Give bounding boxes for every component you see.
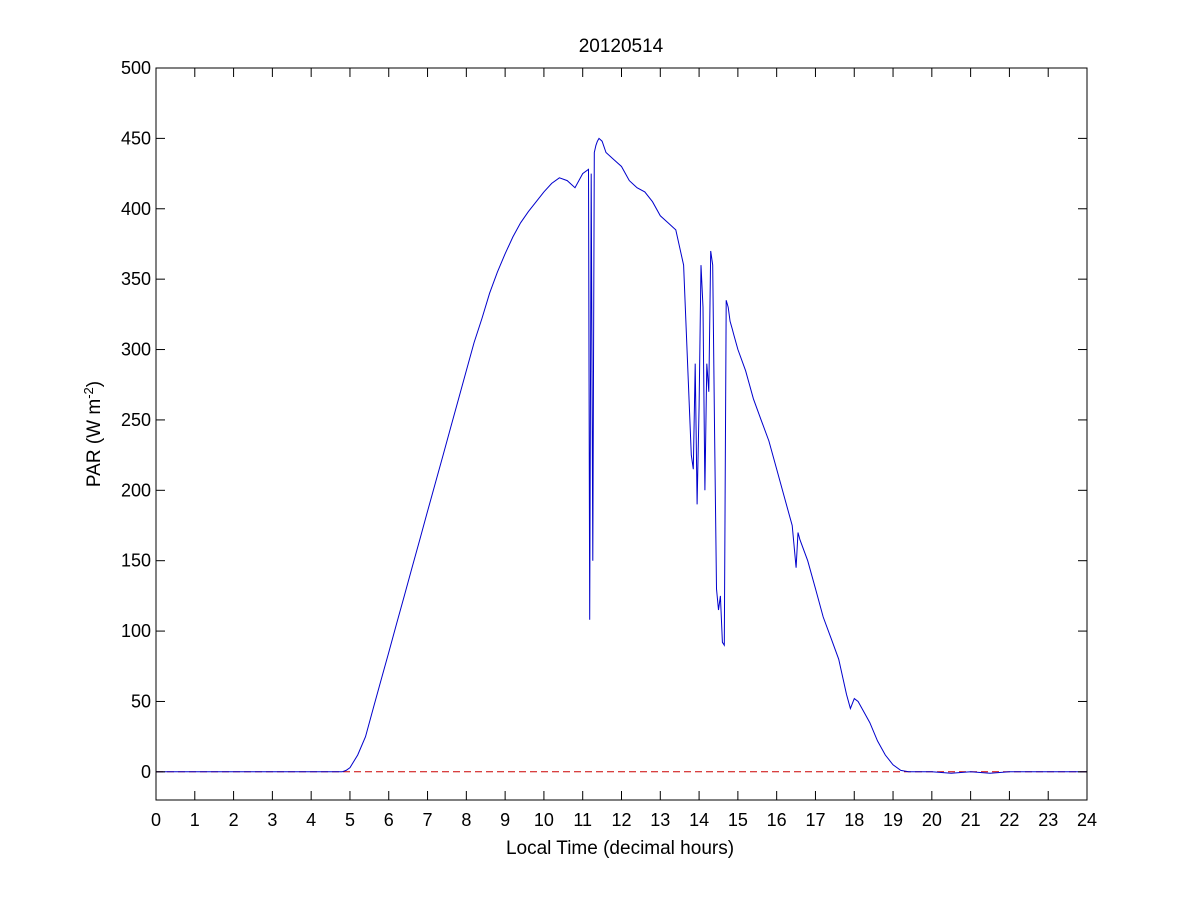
x-tick-label: 21	[961, 810, 981, 830]
y-tick-label: 100	[121, 621, 151, 641]
x-tick-labels: 0 1 2 3 4 5 6 7 8 9 10 11 12 13 14 15 16 17 18 19 20 21 22 23 24	[151, 810, 1097, 830]
x-tick-label: 4	[306, 810, 316, 830]
y-tick-label: 450	[121, 128, 151, 148]
plot-area	[156, 68, 1087, 800]
x-tick-label: 13	[650, 810, 670, 830]
x-tick-label: 6	[384, 810, 394, 830]
x-tick-label: 3	[267, 810, 277, 830]
y-axis-label-superscript: -2	[81, 387, 96, 399]
x-tick-label: 20	[922, 810, 942, 830]
x-tick-label: 1	[190, 810, 200, 830]
series-layer	[156, 137, 1087, 774]
x-tick-label: 24	[1077, 810, 1097, 830]
y-axis-label-main: PAR (W m	[84, 399, 105, 487]
x-tick-label: 0	[151, 810, 161, 830]
y-tick-label: 350	[121, 269, 151, 289]
par-series-line	[156, 137, 1087, 774]
y-axis-label: PAR (W m-2)	[81, 381, 106, 487]
y-tick-label: 150	[121, 551, 151, 571]
x-tick-label: 9	[500, 810, 510, 830]
x-tick-label: 5	[345, 810, 355, 830]
y-tick-labels: 0 50 100 150 200 250 300 350 400 450 500	[121, 58, 151, 782]
x-tick-label: 10	[534, 810, 554, 830]
x-tick-label: 15	[728, 810, 748, 830]
y-tick-label: 400	[121, 199, 151, 219]
x-tick-label: 17	[805, 810, 825, 830]
y-tick-label: 300	[121, 340, 151, 360]
y-tick-label: 250	[121, 410, 151, 430]
y-tick-label: 50	[131, 691, 151, 711]
x-tick-label: 2	[229, 810, 239, 830]
y-axis-label-close: )	[84, 381, 105, 387]
x-tick-label: 8	[461, 810, 471, 830]
x-tick-label: 12	[611, 810, 631, 830]
y-tick-label: 0	[141, 762, 151, 782]
x-tick-label: 18	[844, 810, 864, 830]
x-axis-label: Local Time (decimal hours)	[506, 838, 734, 859]
chart-title: 20120514	[579, 36, 664, 57]
y-tick-label: 200	[121, 480, 151, 500]
x-tick-label: 23	[1038, 810, 1058, 830]
x-tick-label: 11	[573, 810, 592, 830]
x-tick-label: 7	[423, 810, 433, 830]
x-tick-label: 14	[689, 810, 709, 830]
x-tick-label: 19	[883, 810, 903, 830]
x-tick-label: 16	[767, 810, 787, 830]
x-tick-label: 22	[999, 810, 1019, 830]
y-tick-label: 500	[121, 58, 151, 78]
axes-box	[155, 67, 1088, 801]
